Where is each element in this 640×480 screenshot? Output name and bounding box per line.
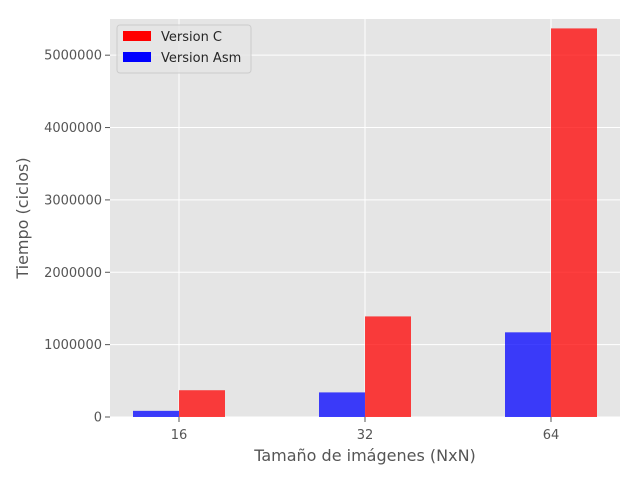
bar-version-asm-64 [505,332,551,417]
y-tick-label: 5000000 [44,49,102,64]
bar-version-c-64 [551,28,597,417]
y-tick-label: 0 [94,411,102,426]
y-axis-ticks: 0 1000000 2000000 3000000 4000000 5000000 [44,49,110,426]
legend-swatch-version-c [123,31,151,41]
bar-version-asm-32 [319,392,365,417]
x-tick-label: 64 [543,428,560,443]
bar-version-c-16 [179,390,225,417]
y-tick-label: 4000000 [44,121,102,136]
legend-label-version-asm: Version Asm [161,51,241,66]
bar-version-c-32 [365,316,411,417]
bar-version-asm-16 [133,410,179,417]
y-axis-label: Tiempo (ciclos) [13,157,32,279]
x-axis-label: Tamaño de imágenes (NxN) [253,446,476,465]
x-axis-ticks: 16 32 64 [171,417,560,443]
legend: Version C Version Asm [116,24,252,74]
y-tick-label: 3000000 [44,193,102,208]
legend-label-version-c: Version C [161,30,222,45]
y-tick-label: 1000000 [44,338,102,353]
legend-swatch-version-asm [123,52,151,62]
y-tick-label: 2000000 [44,266,102,281]
x-tick-label: 32 [357,428,374,443]
bars [133,28,597,417]
x-tick-label: 16 [171,428,188,443]
